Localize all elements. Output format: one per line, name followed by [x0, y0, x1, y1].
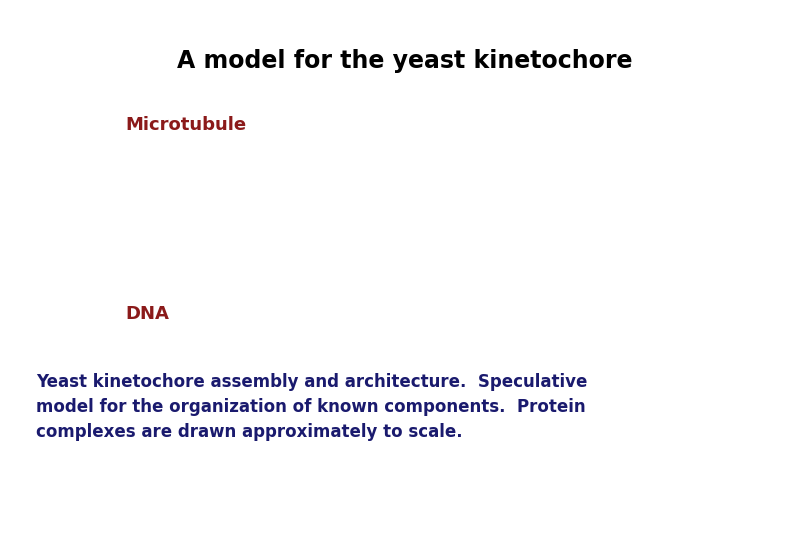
Text: Yeast kinetochore assembly and architecture.  Speculative
model for the organiza: Yeast kinetochore assembly and architect…	[36, 373, 588, 441]
Text: DNA: DNA	[126, 305, 169, 323]
Text: A model for the yeast kinetochore: A model for the yeast kinetochore	[177, 49, 633, 72]
Text: Microtubule: Microtubule	[126, 116, 247, 134]
